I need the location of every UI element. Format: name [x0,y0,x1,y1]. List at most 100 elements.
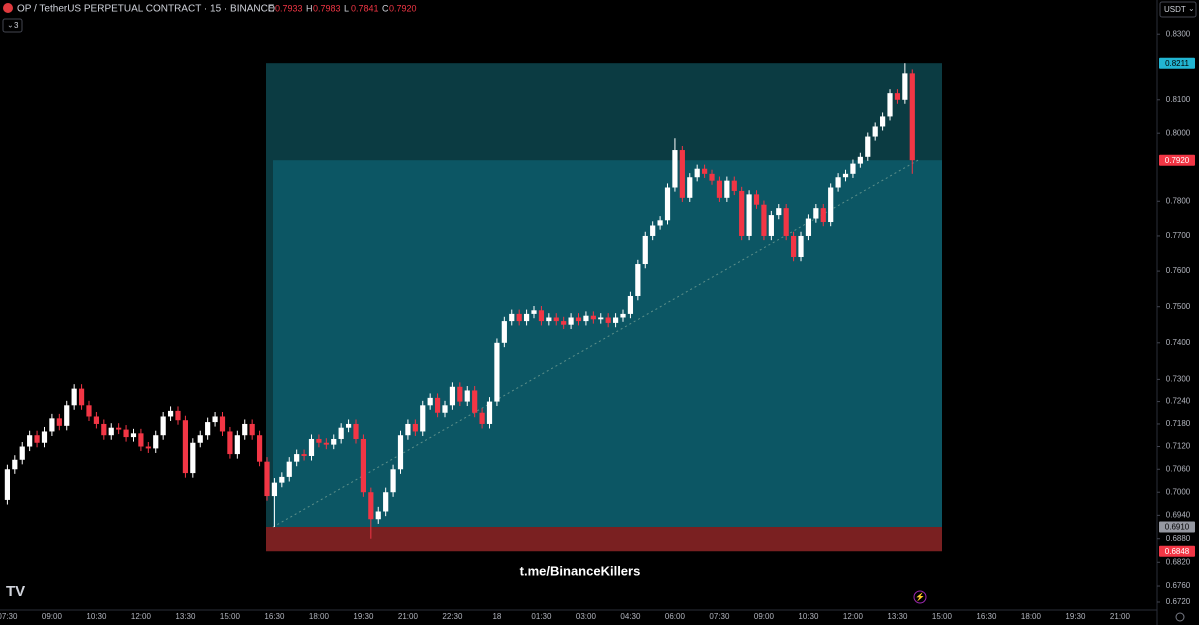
x-tick-label: 10:30 [798,612,819,621]
y-tick-label: 0.7000 [1166,487,1191,496]
candle-body [153,435,159,449]
candle-body [813,208,819,219]
filled-zone [273,160,942,528]
candle-body [590,315,596,320]
watermark: t.me/BinanceKillers [520,563,641,578]
candle-body [472,390,478,413]
candle-body [375,511,381,520]
candle-body [679,150,685,198]
candle-body [687,177,693,198]
candle-body [516,313,522,322]
candle-body [664,187,671,221]
y-tick-label: 0.6880 [1166,534,1191,543]
ohlc-label: L [344,3,349,13]
candle-body [12,459,18,470]
x-tick-label: 13:30 [175,612,196,621]
candle-body [412,423,418,432]
price-badge-label: 0.6910 [1165,523,1190,532]
candle-body [271,482,278,497]
candle-body [145,446,151,449]
candle-body [138,433,144,447]
y-tick-label: 0.7060 [1166,464,1191,473]
candle-body [242,423,248,436]
time-axis: 07:30 09:00 10:30 12:00 13:30 15:00 16:30 18:00… [0,612,1157,621]
candle-body [197,435,203,443]
candle-body [279,476,285,483]
candle-body [227,431,233,455]
indicator-count: 3 [14,21,19,30]
candle-body [345,423,352,428]
candle-body [449,386,456,406]
x-tick-label: 09:00 [754,612,775,621]
x-tick-label: 06:00 [665,612,686,621]
candle-body [583,315,589,322]
candle-body [909,73,915,161]
candle-body [479,412,485,424]
candle-body [323,442,329,445]
ohlc-value: 0.7841 [351,3,379,13]
y-tick-label: 0.6720 [1166,597,1191,606]
candle-body [523,313,530,322]
currency-button[interactable] [1159,1,1197,18]
x-tick-label: 18:00 [1021,612,1042,621]
indicator-toggle[interactable] [2,18,23,33]
candle-body [420,405,426,432]
alert-icon[interactable] [913,590,927,604]
candle-body [368,492,374,520]
candle-body [130,433,137,438]
candle-body [731,180,737,191]
candle-body [783,208,789,236]
candle-body [739,190,745,236]
candle-body [353,423,359,439]
price-badge [1159,154,1195,166]
candle-body [256,435,263,462]
candle-body [205,422,211,436]
candle-body [657,220,663,226]
y-tick-label: 0.7500 [1166,302,1191,311]
candle-body [709,173,715,181]
candle-body [286,461,292,477]
candle-body [308,438,315,456]
x-tick-label: 18:00 [309,612,330,621]
candle-body [553,317,559,322]
candle-body [575,317,582,322]
y-tick-label: 0.7700 [1166,231,1191,240]
candle-body [612,317,619,323]
y-tick-label: 0.7300 [1166,375,1191,384]
y-tick-label: 0.6760 [1166,581,1191,590]
stop-zone [266,527,942,552]
candle-body [598,317,604,320]
candle-body [642,235,648,265]
chevron: ⌄ [1188,4,1195,13]
candle-body [872,126,878,137]
candle-body [383,492,389,512]
candle-body [19,446,25,460]
y-tick-label: 0.7600 [1166,266,1191,275]
symbol-icon [3,3,13,13]
candle-body [190,442,196,474]
candle-body [538,310,545,322]
candle-body [331,438,337,445]
candle-body [494,342,500,402]
candle-body [627,295,634,314]
candle-body [338,427,344,439]
candle-body [212,416,218,423]
ohlc-legend: O 0.7933 H 0.7983 L 0.7841 C 0.7920 [268,3,417,13]
candle-body [531,310,537,314]
y-tick-label: 0.7800 [1166,196,1191,205]
price-badge [1159,545,1195,557]
candle-body [753,194,760,205]
ohlc-value: 0.7933 [275,3,303,13]
candle-body [828,187,834,223]
x-tick-label: 19:30 [353,612,374,621]
settings-icon[interactable] [1175,612,1185,622]
candle-body [175,410,181,421]
candle-body [71,388,77,406]
candle-body [434,397,441,413]
candle-body [791,235,797,257]
candle-body [902,73,908,100]
x-tick-label: 04:30 [620,612,641,621]
candle-body [101,423,107,436]
x-tick-label: 21:00 [1110,612,1131,621]
candle-body [123,429,129,438]
